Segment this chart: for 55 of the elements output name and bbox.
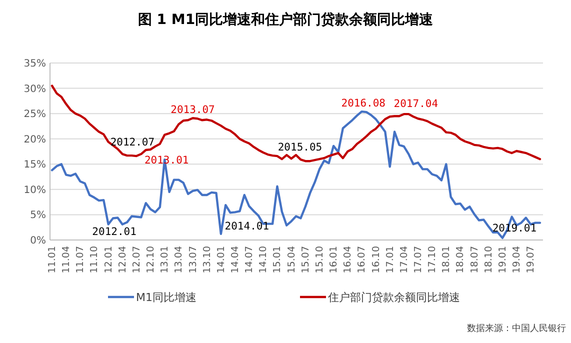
x-tick-label: 19.04 [512,246,523,274]
x-tick-label: 19.01 [497,246,508,274]
annotation: 2015.05 [278,142,322,154]
x-tick-label: 14.04 [230,246,241,274]
y-tick-label: 35% [24,58,46,70]
y-tick-label: 15% [24,160,46,171]
x-tick-label: 11.01 [47,246,58,274]
x-tick-label: 11.07 [75,246,86,274]
chart-title: 图 1 M1同比增速和住户部门贷款余额同比增速 [138,11,434,28]
source-note: 数据来源：中国人民银行 [467,323,566,334]
annotation: 2017.04 [394,98,438,110]
x-tick-label: 12.04 [117,246,128,274]
annotation: 2016.08 [341,98,386,110]
x-tick-label: 16.10 [370,246,382,274]
x-tick-label: 12.10 [146,246,157,274]
x-tick-label: 14.10 [258,246,270,274]
y-tick-label: 10% [24,184,46,196]
y-tick-label: 5% [30,210,46,222]
x-tick-label: 11.04 [61,246,72,274]
x-tick-label: 17.04 [398,246,410,274]
x-tick-label: 19.07 [526,246,537,274]
x-tick-label: 13.04 [174,246,185,274]
annotation: 2014.01 [224,220,270,233]
x-tick-label: 18.07 [469,246,480,274]
y-tick-label: 30% [24,84,46,95]
x-tick-label: 11.10 [89,246,100,274]
y-tick-label: 25% [24,109,46,120]
annotation: 2013.07 [170,104,215,116]
x-tick-label: 13.01 [160,246,171,274]
legend-label: 住户部门贷款余额同比增速 [328,290,460,304]
x-tick-label: 15.01 [272,246,284,274]
x-tick-label: 12.01 [103,246,114,274]
x-tick-label: 13.07 [188,246,199,274]
annotation: 2012.01 [92,226,136,238]
legend-label: M1同比增速 [136,290,196,304]
y-tick-label: 0% [30,236,46,246]
x-tick-label: 15.10 [314,246,326,274]
x-tick-label: 18.04 [455,246,466,274]
annotation: 2012.07 [110,136,155,149]
line-series [50,84,542,162]
x-tick-label: 15.04 [286,246,298,274]
x-tick-label: 14.07 [244,246,256,274]
x-tick-label: 17.01 [384,246,396,274]
x-tick-label: 17.10 [427,246,438,274]
x-tick-label: 18.01 [441,246,452,274]
x-tick-label: 16.07 [356,246,368,274]
x-tick-label: 16.01 [328,246,340,274]
x-tick-label: 15.07 [300,246,312,274]
x-tick-label: 16.04 [342,246,354,274]
x-tick-label: 17.07 [413,246,424,274]
x-tick-label: 12.07 [131,246,142,274]
x-tick-label: 18.10 [483,246,494,274]
x-tick-label: 13.10 [202,246,213,274]
y-tick-label: 20% [24,134,46,146]
x-tick-label: 14.01 [216,246,227,274]
